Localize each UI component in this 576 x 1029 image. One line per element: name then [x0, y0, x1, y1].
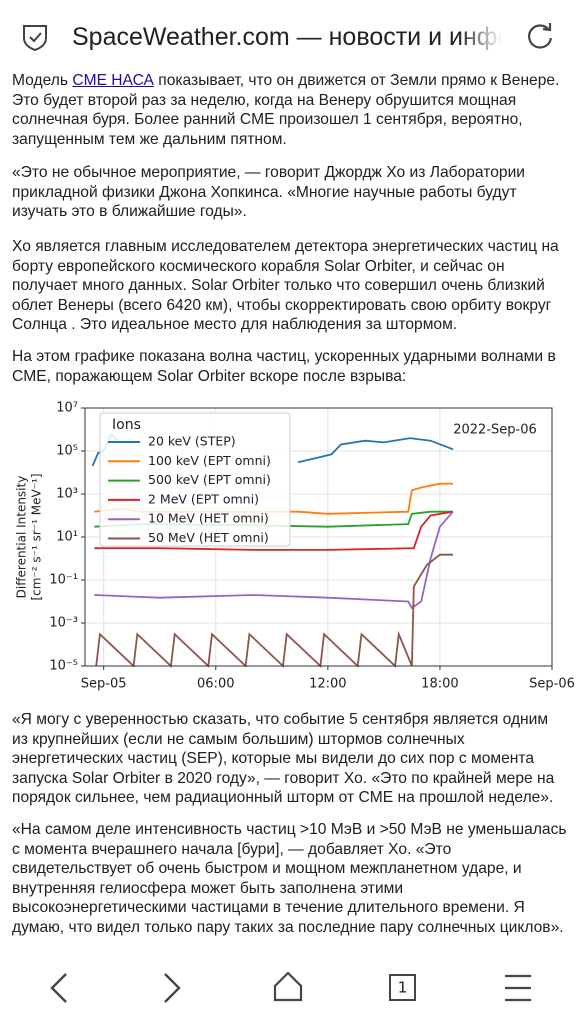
- x-tick-label: Sep-05: [81, 677, 127, 692]
- tabs-count: 1: [398, 979, 408, 997]
- y-axis-label: [cm⁻² s⁻¹ sr⁻¹ MeV⁻¹]: [30, 473, 44, 600]
- annotation: 2022-Sep-06: [453, 423, 537, 438]
- paragraph: «Я могу с уверенностью сказать, что собы…: [12, 711, 555, 806]
- tabs-button[interactable]: [389, 974, 416, 1001]
- link[interactable]: CME НАСА: [72, 72, 154, 89]
- x-tick-label: 12:00: [309, 677, 346, 692]
- y-tick-label: 10⁷: [56, 401, 78, 416]
- y-tick-label: 10¹: [56, 530, 78, 545]
- nav-icons: 1: [50, 971, 531, 1003]
- series-line: [95, 553, 453, 668]
- legend-label: 10 MeV (HET omni): [148, 511, 269, 526]
- paragraph: Модель CME НАСА показывает, что он движе…: [12, 71, 568, 149]
- paragraph: Хо является главным исследователем детек…: [12, 238, 559, 333]
- back-button[interactable]: [50, 973, 67, 1003]
- plot-frame: [84, 407, 553, 667]
- paragraph: «На самом деле интенсивность частиц >10 …: [12, 821, 567, 936]
- home-button[interactable]: [273, 971, 303, 1002]
- legend-box: [99, 412, 291, 547]
- y-axis-label: Differential Intensity: [15, 476, 29, 599]
- x-tick-label: 06:00: [197, 677, 234, 692]
- series-line: [94, 510, 454, 551]
- text: Модель: [12, 72, 73, 89]
- shield-icon[interactable]: [20, 22, 50, 52]
- legend-label: 20 keV (STEP): [148, 434, 236, 449]
- legend-label: 100 keV (EPT omni): [148, 453, 271, 468]
- series-line: [94, 511, 454, 610]
- browser-bar: SpaceWeather.com — новости и инфо: [0, 0, 576, 72]
- page-title[interactable]: SpaceWeather.com — новости и инфо: [72, 23, 502, 51]
- legend-title: Ions: [112, 417, 141, 433]
- bottom-nav: 1: [0, 960, 576, 1024]
- legend-label: 50 MeV (HET omni): [148, 530, 269, 545]
- x-tick-label: Sep-06: [529, 677, 575, 692]
- forward-button[interactable]: [164, 973, 181, 1003]
- y-tick-label: 10³: [56, 487, 78, 502]
- legend-label: 500 keV (EPT omni): [148, 472, 271, 487]
- legend-label: 2 MeV (EPT omni): [148, 491, 259, 506]
- menu-button[interactable]: [505, 974, 531, 1002]
- paragraph: «Это не обычное мероприятие, — говорит Д…: [12, 164, 525, 220]
- x-tick-label: 18:00: [421, 677, 458, 692]
- reload-icon[interactable]: [524, 20, 556, 52]
- text: показывает, что он движется от Земли пря…: [12, 72, 560, 148]
- paragraph: На этом графике показана волна частиц, у…: [12, 348, 556, 385]
- y-tick-label: 10⁻⁵: [49, 659, 78, 674]
- y-tick-label: 10⁵: [56, 444, 78, 459]
- y-tick-label: 10⁻³: [49, 616, 78, 631]
- y-tick-label: 10⁻¹: [49, 573, 78, 588]
